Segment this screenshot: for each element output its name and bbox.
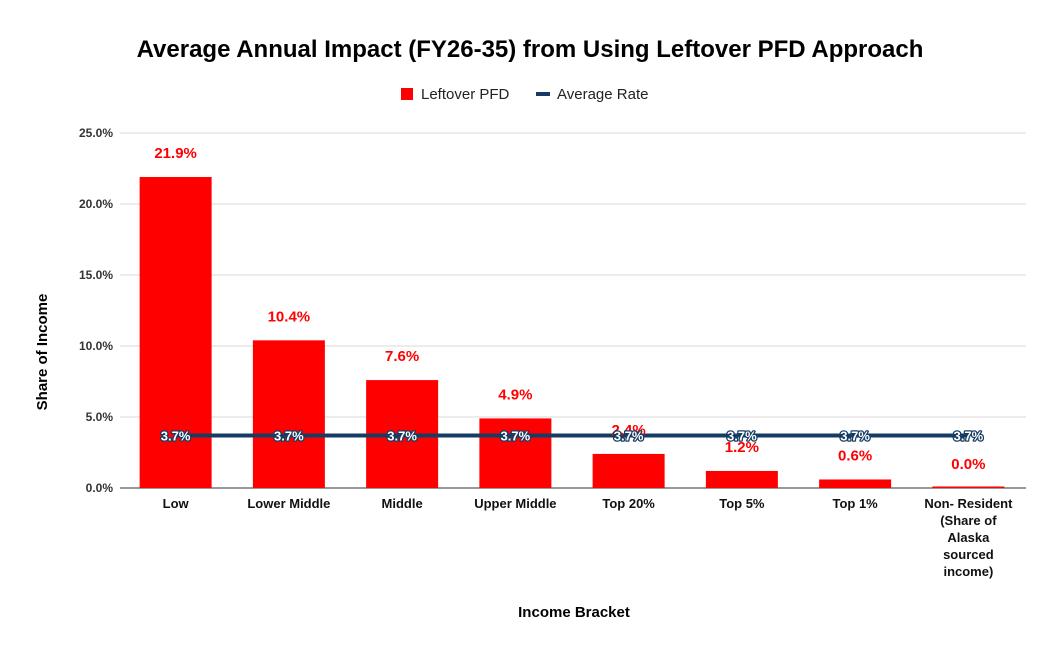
legend-label-leftover-pfd: Leftover PFD — [421, 86, 510, 103]
bar-data-label: 1.2% — [725, 439, 759, 456]
average-rate-data-label: 3.7% — [387, 428, 417, 443]
bar-data-label: 0.6% — [838, 447, 872, 464]
bar — [819, 479, 892, 488]
bar-data-label: 7.6% — [385, 348, 419, 365]
y-tick-label: 0.0% — [86, 481, 114, 495]
y-tick-label: 20.0% — [79, 197, 113, 211]
x-axis-categories: Low Lower Middle Middle Upper Middle Top 20%… — [163, 496, 1013, 579]
data-labels: 21.9% 10.4% 7.6% 4.9% 2.4% 1.2% 0.6% 0.0% 3.7% 3.… — [154, 145, 985, 473]
y-tick-label: 10.0% — [79, 339, 113, 353]
chart-title: Average Annual Impact (FY26-35) from Usi… — [137, 36, 924, 63]
bar — [479, 418, 552, 488]
bar — [932, 486, 1005, 488]
average-rate-data-label: 3.7% — [501, 428, 531, 443]
y-tick-label: 5.0% — [86, 410, 114, 424]
y-tick-label: 25.0% — [79, 126, 113, 140]
bars — [139, 177, 1005, 488]
x-tick-label: Lower Middle — [247, 496, 330, 511]
x-tick-label: Upper Middle — [474, 496, 556, 511]
y-tick-label: 15.0% — [79, 268, 113, 282]
bar — [252, 340, 325, 488]
legend: Leftover PFD Average Rate — [401, 86, 648, 103]
bar — [592, 453, 665, 488]
y-axis-ticks: 0.0% 5.0% 10.0% 15.0% 20.0% 25.0% — [79, 126, 113, 495]
average-rate-data-label: 3.7% — [274, 428, 304, 443]
bar-data-label: 2.4% — [612, 422, 646, 439]
x-tick-label: Non- Resident (Share of Alaska sourced incom… — [924, 496, 1013, 579]
x-tick-label: Top 5% — [719, 496, 765, 511]
average-rate-data-label: 3.7% — [614, 428, 644, 443]
x-tick-label: Top 20% — [602, 496, 655, 511]
legend-swatch-leftover-pfd — [401, 88, 413, 100]
x-tick-label: Low — [163, 496, 190, 511]
y-axis-title: Share of Income — [34, 294, 51, 411]
bar-data-label: 21.9% — [154, 145, 197, 162]
average-rate-data-label: 3.7% — [954, 428, 984, 443]
bar-data-label: 10.4% — [268, 308, 311, 325]
bar-data-label: 4.9% — [498, 386, 532, 403]
bar-data-label: 0.0% — [951, 456, 985, 473]
average-rate-data-label: 3.7% — [840, 428, 870, 443]
x-tick-label: Middle — [382, 496, 423, 511]
bar — [705, 470, 778, 488]
legend-swatch-average-rate — [536, 92, 550, 96]
legend-label-average-rate: Average Rate — [557, 86, 648, 103]
x-tick-label: Top 1% — [832, 496, 878, 511]
average-rate-data-label: 3.7% — [727, 428, 757, 443]
average-rate-data-label: 3.7% — [161, 428, 191, 443]
x-axis-title: Income Bracket — [518, 604, 630, 621]
